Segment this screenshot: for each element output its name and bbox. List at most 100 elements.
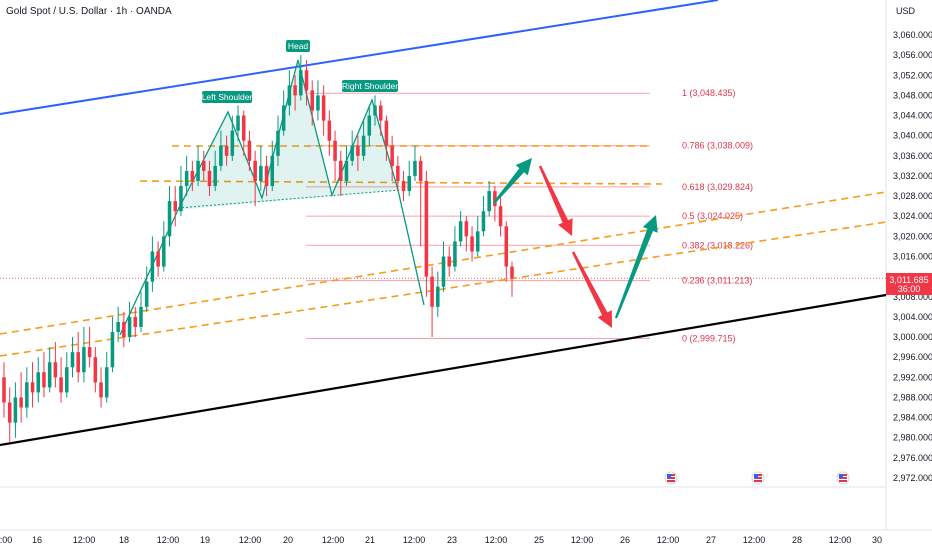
- price-tick-label: 3,052.000: [893, 70, 932, 80]
- candle: [224, 135, 229, 166]
- time-tick-label: 23: [447, 535, 457, 545]
- candle: [196, 145, 200, 187]
- candle: [93, 347, 98, 393]
- candle: [190, 160, 195, 192]
- candle: [338, 150, 343, 197]
- candle: [441, 241, 446, 292]
- candle: [487, 180, 491, 217]
- chart-title: Gold Spot / U.S. Dollar · 1h · OANDA: [6, 6, 172, 17]
- candle: [259, 145, 263, 192]
- price-tick-label: 2,980.000: [893, 433, 932, 443]
- candle: [470, 226, 474, 262]
- candle: [327, 110, 332, 156]
- us-flag-icon[interactable]: [751, 471, 765, 485]
- head-label[interactable]: Head: [286, 40, 310, 52]
- candle: [390, 135, 394, 181]
- resistance-line-lower[interactable]: [139, 180, 663, 185]
- us-flag-icon[interactable]: [664, 471, 678, 485]
- candle: [413, 145, 417, 181]
- us-flag-icon[interactable]: [836, 471, 850, 485]
- candle: [36, 357, 41, 403]
- time-tick-label: 12:00: [73, 535, 96, 545]
- candle: [453, 226, 457, 272]
- price-tick-label: 3,004.000: [893, 312, 932, 322]
- candle: [430, 266, 434, 338]
- candle: [162, 221, 166, 272]
- neckline[interactable]: [177, 189, 401, 209]
- price-tick-label: 3,008.000: [893, 292, 932, 302]
- candle: [70, 337, 75, 378]
- left-shoulder-label[interactable]: Left Shoulder: [202, 91, 253, 103]
- forecast-arrows[interactable]: [493, 158, 658, 328]
- candle: [47, 347, 52, 393]
- fib-level-label: 0.382 (3,018.226): [682, 240, 753, 250]
- time-tick-label: 12:00: [829, 535, 852, 545]
- price-tick-label: 3,020.000: [893, 231, 932, 241]
- candle: [230, 115, 235, 161]
- candle: [167, 186, 172, 247]
- price-tick-label: 3,044.000: [893, 111, 932, 121]
- candle: [7, 387, 12, 443]
- time-tick-label: 12:00: [657, 535, 680, 545]
- candle: [407, 160, 412, 197]
- candles: [2, 55, 514, 443]
- price-tick-label: 2,988.000: [893, 393, 932, 403]
- svg-text:Right Shoulder: Right Shoulder: [342, 81, 398, 91]
- candle: [99, 367, 103, 408]
- pattern-fill: [178, 60, 398, 210]
- candle: [247, 130, 252, 171]
- time-tick-label: :00: [0, 535, 12, 545]
- time-tick-label: 12:00: [239, 535, 262, 545]
- time-axis[interactable]: :00 16 12:00 18 12:00 19 12:00 20 12:00 21 12:00 23…: [0, 535, 882, 545]
- candle: [436, 271, 440, 317]
- fib-level-label: 0 (2,999.715): [682, 333, 736, 343]
- candle: [219, 130, 223, 171]
- candle: [213, 150, 217, 192]
- pattern-zigzag[interactable]: [119, 59, 425, 336]
- price-tick-label: 3,028.000: [893, 191, 932, 201]
- channel-line-lower-dashed[interactable]: [0, 221, 887, 357]
- svg-text:Head: Head: [288, 41, 309, 51]
- fib-level-label: 0.5 (3,024.025): [682, 211, 743, 221]
- candle: [504, 221, 509, 282]
- candle: [30, 362, 35, 408]
- trendlines[interactable]: [0, 0, 887, 447]
- candle: [356, 135, 360, 171]
- candle: [367, 105, 372, 146]
- forecast-arrow-up-2[interactable]: [614, 215, 658, 319]
- candle: [179, 165, 183, 217]
- time-tick-label: 12:00: [571, 535, 594, 545]
- upper-channel-line[interactable]: [0, 0, 719, 115]
- candle: [510, 261, 514, 297]
- price-tick-label: 3,000.000: [893, 332, 932, 342]
- time-tick-label: 26: [620, 535, 630, 545]
- time-tick-label: 12:00: [322, 535, 345, 545]
- fib-level-label: 0.618 (3,029.824): [682, 182, 753, 192]
- time-tick-label: 20: [283, 535, 293, 545]
- candle: [2, 362, 6, 418]
- price-axis[interactable]: 3,060.000 3,056.000 3,052.000 3,048.000 3,04…: [893, 30, 932, 483]
- head-and-shoulders-pattern[interactable]: [119, 59, 425, 336]
- candle: [139, 291, 143, 333]
- right-shoulder-label[interactable]: Right Shoulder: [342, 80, 398, 92]
- time-tick-label: 27: [706, 535, 716, 545]
- forecast-arrow-down-2[interactable]: [571, 251, 612, 329]
- price-tick-label: 2,972.000: [893, 473, 932, 483]
- candle: [104, 352, 109, 403]
- forecast-arrow-up-1[interactable]: [493, 158, 532, 204]
- time-tick-label: 12:00: [485, 535, 508, 545]
- candle: [373, 95, 377, 126]
- event-markers[interactable]: [664, 471, 850, 485]
- candle: [384, 115, 389, 161]
- price-tick-label: 3,024.000: [893, 211, 932, 221]
- lower-trend-line[interactable]: [0, 293, 887, 447]
- price-tick-label: 2,976.000: [893, 453, 932, 463]
- price-tick-label: 3,036.000: [893, 151, 932, 161]
- candle: [276, 115, 280, 166]
- price-tick-label: 2,996.000: [893, 352, 932, 362]
- candle: [424, 170, 429, 297]
- candle: [122, 311, 126, 348]
- forecast-arrow-down-1[interactable]: [538, 165, 573, 237]
- candle: [59, 357, 63, 403]
